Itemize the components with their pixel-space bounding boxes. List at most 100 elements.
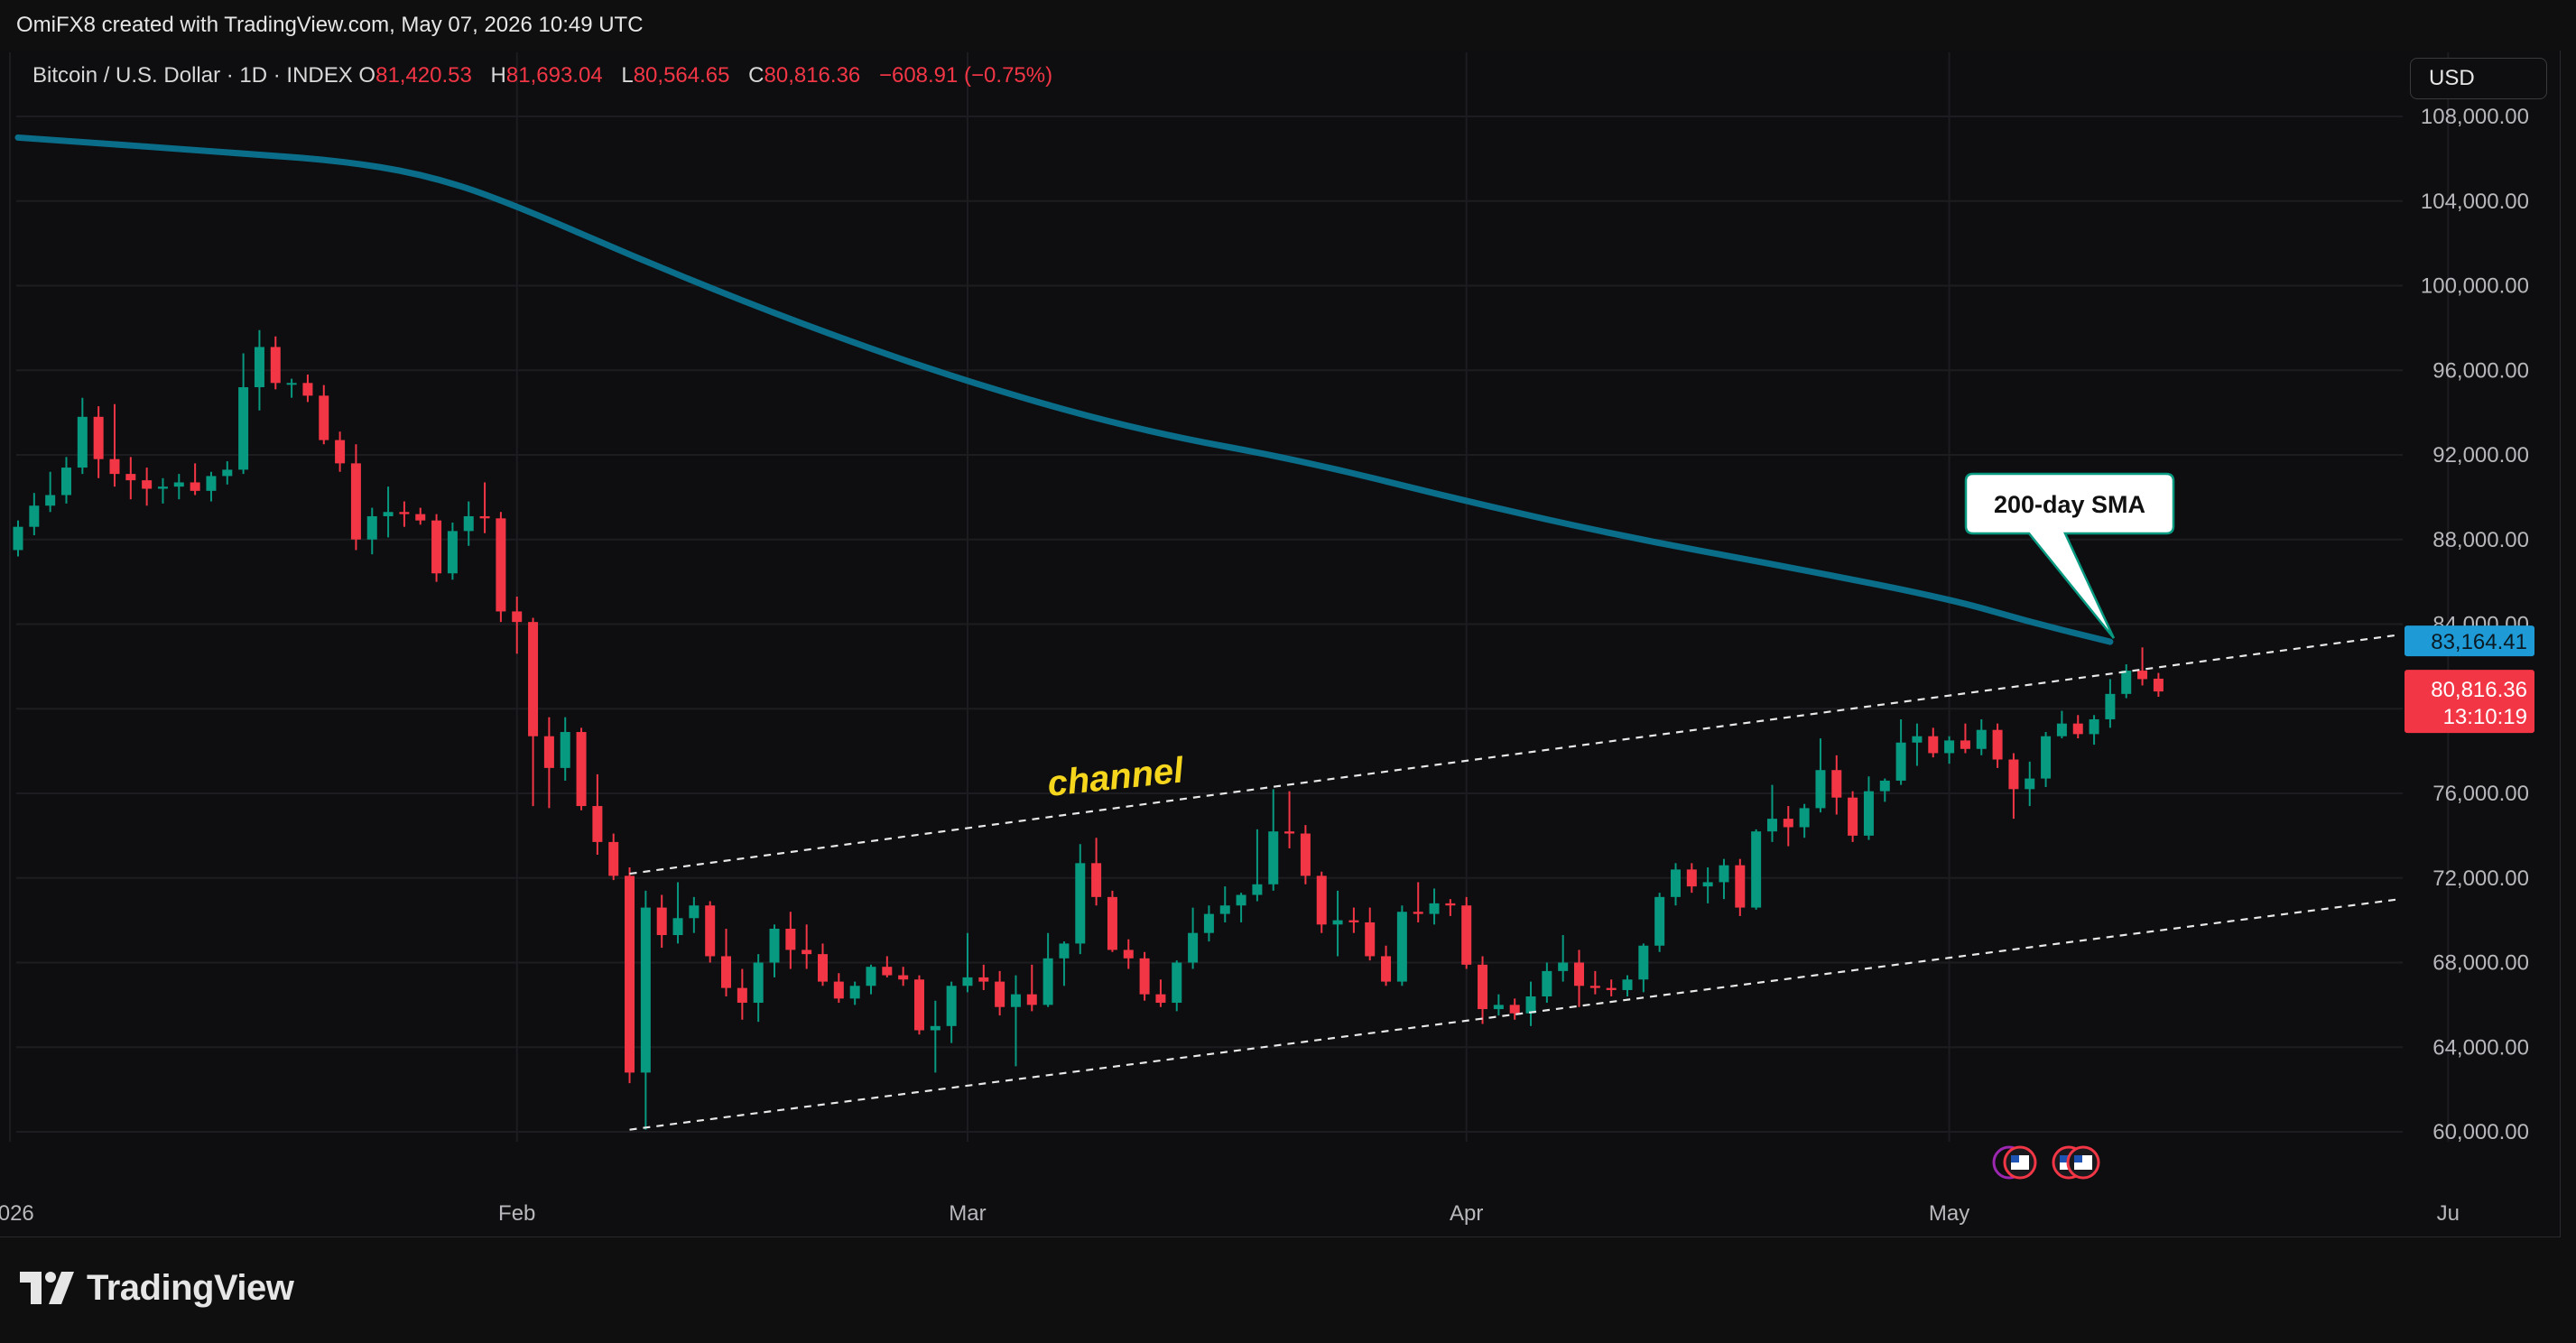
candle-body [270, 347, 281, 384]
candle [1396, 905, 1407, 986]
candle-body [849, 986, 860, 999]
candle-body [1638, 945, 1649, 980]
currency-button[interactable]: USD [2410, 58, 2547, 99]
candle-body [1799, 808, 1810, 828]
candle [1783, 806, 1793, 847]
candles [13, 329, 2164, 1130]
candle-body [335, 440, 346, 464]
candle [1719, 858, 1729, 900]
y-tick-label: 72,000.00 [2432, 866, 2529, 891]
candle-body [1831, 770, 1842, 798]
candle-body [1252, 884, 1263, 895]
candle-body [995, 981, 1005, 1007]
channel-label: channel [1045, 750, 1186, 804]
candle [1525, 981, 1536, 1026]
candle [592, 773, 603, 855]
us-flag-icon-3 [2066, 1145, 2100, 1180]
candle [2121, 664, 2132, 699]
x-axis[interactable]: 2026 Feb Mar Apr May Ju [0, 1201, 2460, 1226]
candle-body [576, 732, 587, 807]
candle [1638, 943, 1649, 993]
candle-body [705, 905, 716, 957]
candle-body [1203, 913, 1214, 933]
candle-body [399, 512, 410, 514]
high-label: H [490, 63, 506, 88]
candle [656, 894, 667, 949]
candle-body [882, 967, 893, 976]
candle-body [625, 875, 635, 1073]
candle-body [1702, 882, 1713, 887]
sma-price-tag [2405, 625, 2534, 657]
y-axis[interactable]: 108,000.00 104,000.00 100,000.00 96,000.00 9… [2405, 105, 2534, 1144]
candle-body [962, 977, 973, 986]
x-tick-label: Ju [2437, 1201, 2460, 1226]
candle [528, 617, 539, 807]
y-tick-label: 108,000.00 [2421, 105, 2529, 129]
candle-body [1606, 987, 1617, 990]
candle-body [463, 515, 474, 532]
candle-body [1429, 903, 1440, 914]
symbol-legend: Bitcoin / U.S. Dollar · 1D · INDEX O81,4… [32, 63, 1065, 88]
candle-body [157, 486, 168, 489]
candle-body [2056, 723, 2067, 736]
candle [625, 867, 635, 1084]
candle [1622, 975, 1633, 996]
candle-body [1300, 833, 1311, 876]
candle [319, 384, 329, 445]
us-flag-icon-1 [2003, 1145, 2037, 1180]
tradingview-logo-icon [20, 1272, 74, 1304]
candle [157, 477, 168, 504]
x-tick-label: Mar [949, 1201, 986, 1226]
candle-body [1848, 797, 1858, 836]
candle [1478, 956, 1488, 1024]
candle-body [1654, 896, 1665, 946]
x-tick-label: May [1929, 1201, 1969, 1226]
us-flag-icon-3-canton [2074, 1155, 2082, 1162]
candle [1606, 979, 1617, 996]
candle-body [60, 468, 71, 496]
candle-body [2025, 778, 2035, 790]
candle-body [1172, 962, 1182, 1004]
last-price-tag [2405, 670, 2534, 734]
candle [125, 457, 136, 500]
candle-body [1960, 740, 1970, 749]
candle-body [640, 907, 651, 1073]
candle-body [447, 531, 458, 574]
candle-body [528, 622, 539, 736]
candle-body [13, 526, 23, 551]
candle-body [866, 967, 876, 986]
candle-body [2137, 671, 2148, 680]
candle [1654, 893, 1665, 952]
sma-callout-text: 200-day SMA [1994, 491, 2145, 518]
candle [672, 882, 683, 944]
channel-upper-line [629, 634, 2400, 875]
candle [1203, 905, 1214, 942]
candle [1139, 951, 1150, 1001]
candle [1670, 863, 1681, 906]
candle-body [1284, 831, 1295, 834]
candle [1091, 838, 1102, 906]
candle-body [1895, 742, 1906, 781]
candle [270, 336, 281, 390]
top-bar: OmiFX8 created with TradingView.com, May… [0, 0, 2576, 51]
candle [769, 924, 780, 977]
candle [1493, 994, 1504, 1016]
candle [512, 597, 523, 654]
tradingview-logo[interactable]: TradingView [20, 1265, 294, 1311]
candle-body [818, 954, 828, 982]
candle [302, 374, 313, 403]
x-tick-label: 2026 [0, 1201, 34, 1226]
candle-body [29, 505, 40, 527]
symbol-name[interactable]: Bitcoin / U.S. Dollar · 1D · INDEX [32, 63, 353, 88]
candle [1831, 755, 1842, 815]
candle-body [785, 929, 796, 950]
y-tick-label: 100,000.00 [2421, 274, 2529, 299]
candle [978, 964, 989, 990]
candle [1348, 907, 1359, 933]
close-label: C [748, 63, 764, 88]
candle [366, 507, 377, 555]
candle [1332, 890, 1343, 957]
candle-body [1992, 729, 2003, 760]
y-tick-label: 88,000.00 [2432, 528, 2529, 552]
